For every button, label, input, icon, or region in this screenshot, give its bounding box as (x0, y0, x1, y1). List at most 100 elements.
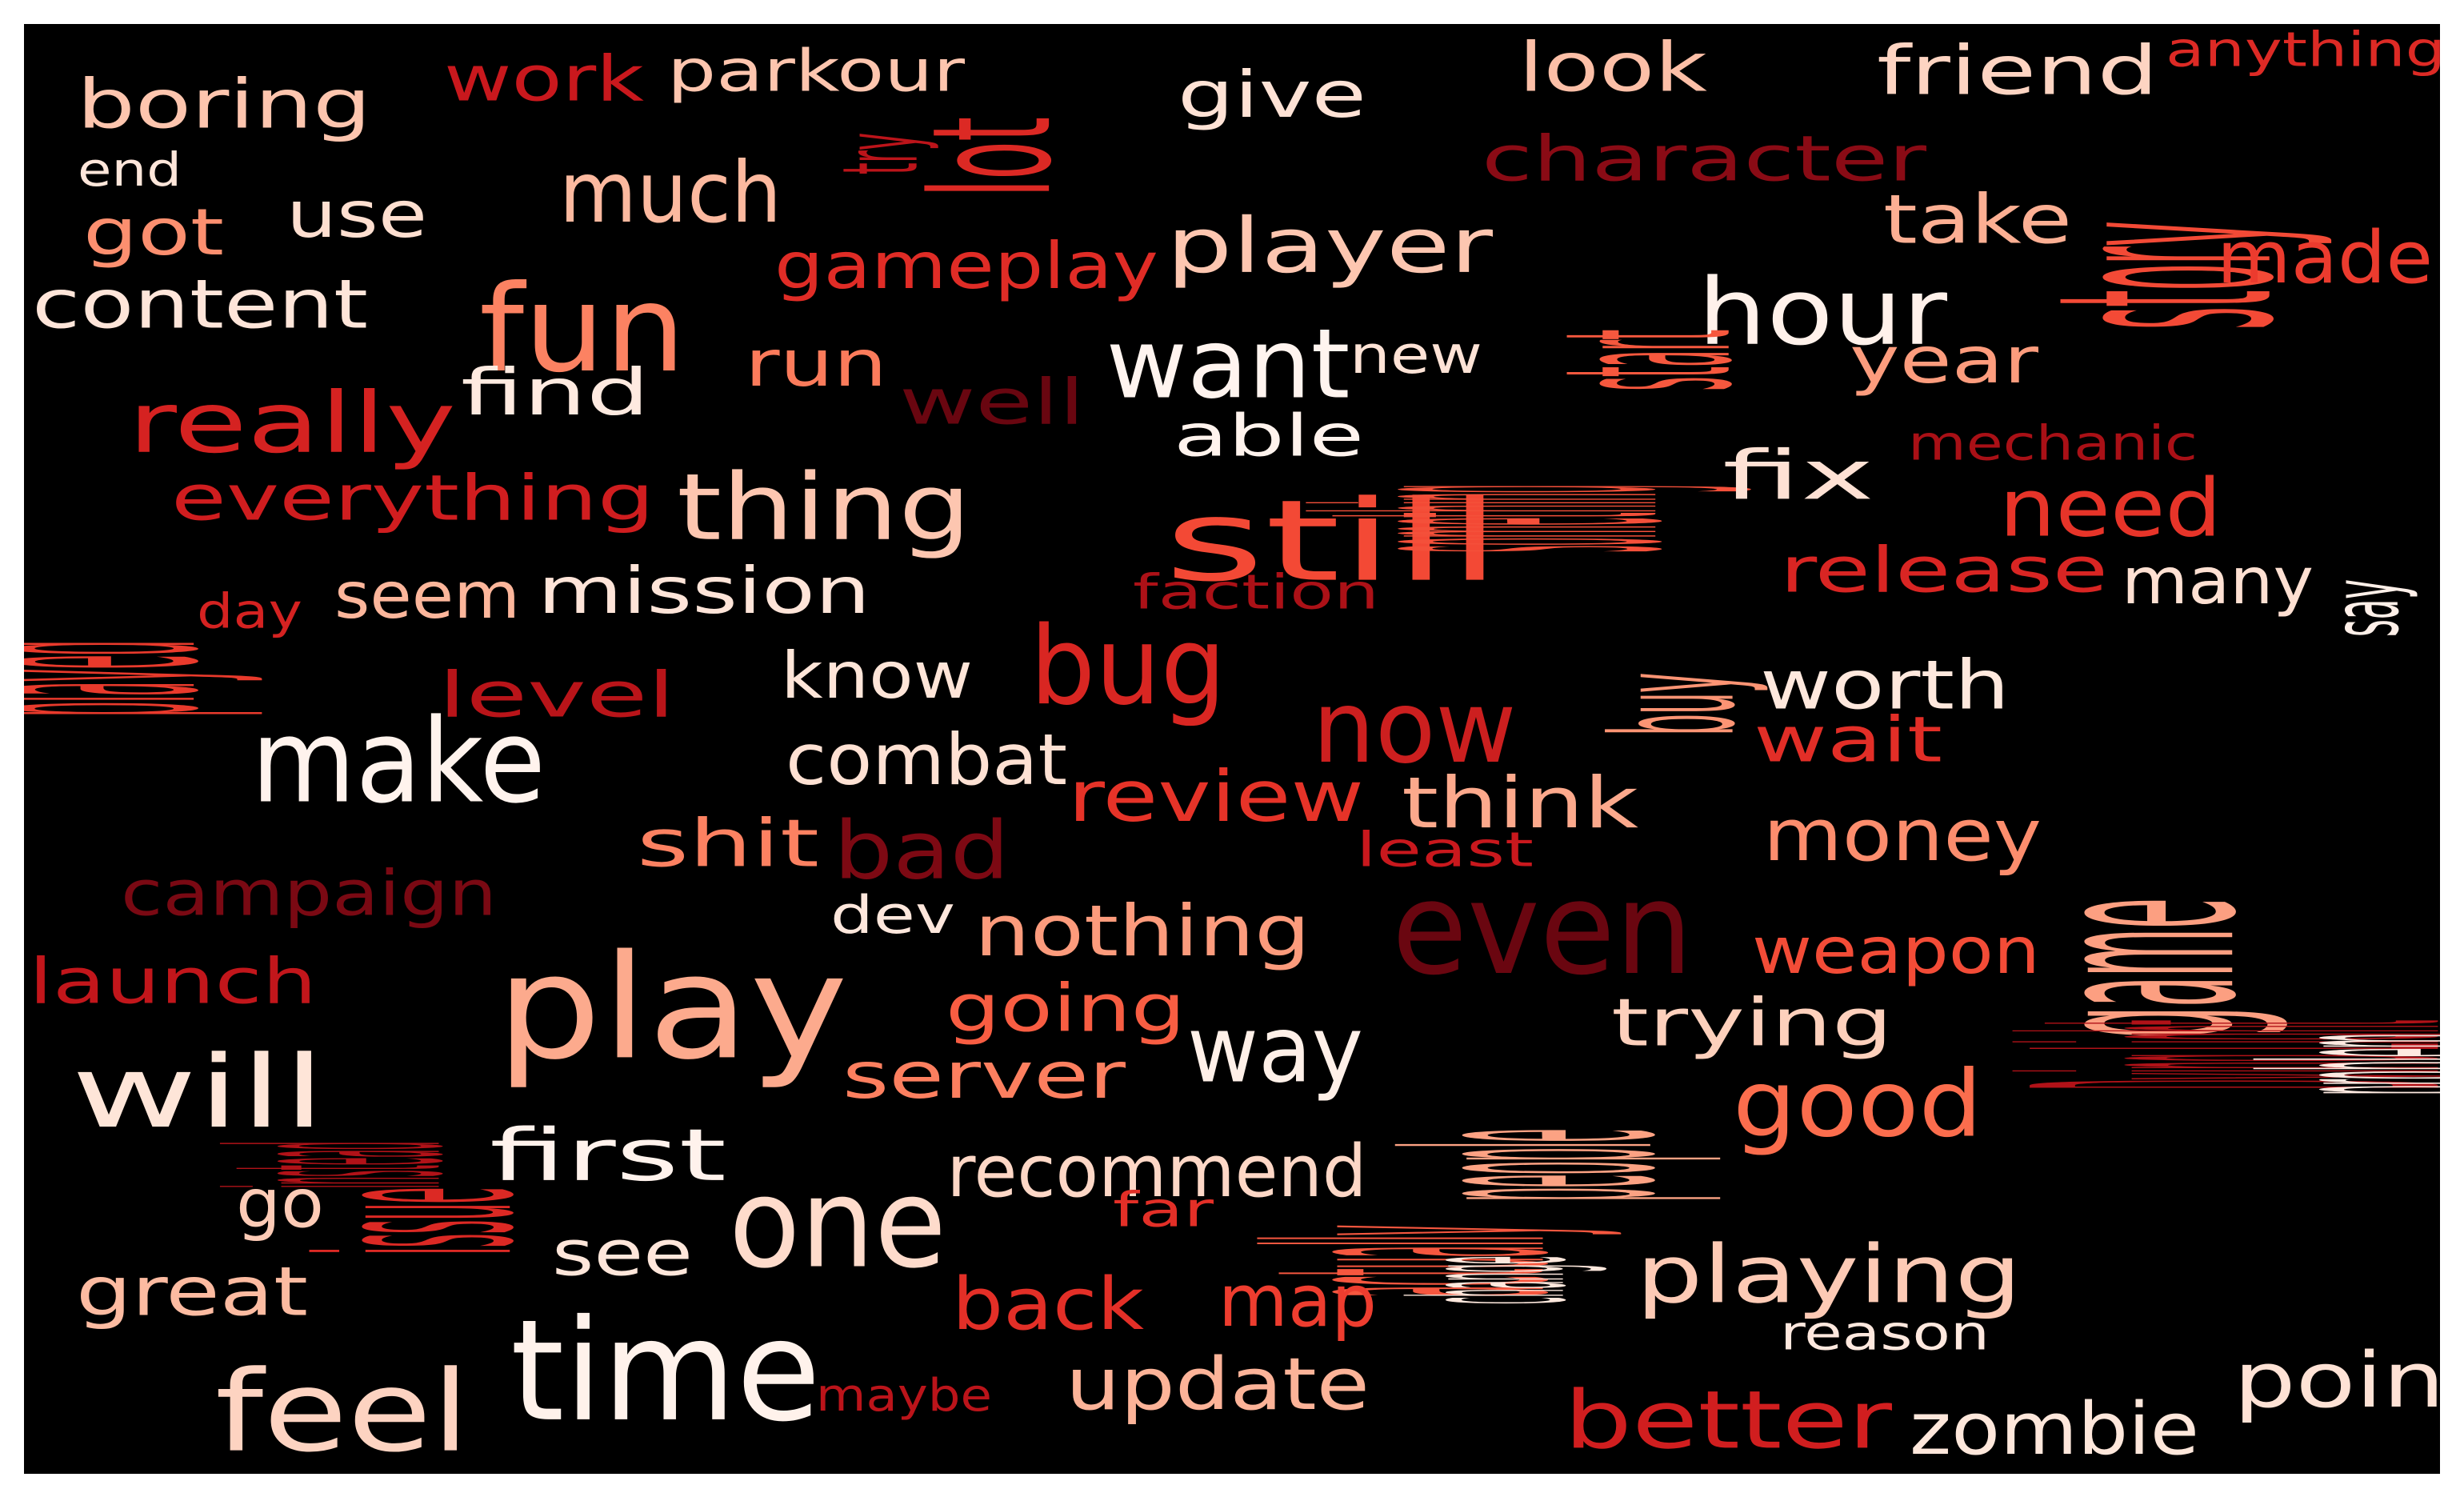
word-something: something (1228, 485, 1764, 552)
word-group: gameplaytimemakeevenonefunstillfeelbugno… (24, 24, 2440, 1474)
word-many: many (2122, 544, 2314, 618)
word-zombie: zombie (1910, 1387, 2199, 1471)
word-far: far (1113, 1183, 1214, 1239)
word-great: great (76, 1252, 308, 1331)
word-story: story (1994, 222, 2340, 330)
word-made: made (2217, 216, 2433, 300)
word-reason: reason (1780, 1306, 1990, 1362)
word-give: give (1178, 58, 1366, 132)
word-player: player (1166, 202, 1494, 290)
word-take: take (1883, 180, 2072, 259)
word-know: know (781, 638, 973, 713)
word-character: character (1482, 123, 1927, 195)
word-launch: launch (29, 946, 317, 1018)
word-friend: friend (1877, 31, 2158, 110)
word-will: will (71, 1035, 326, 1151)
word-wait: wait (1754, 704, 1942, 776)
word-even: even (1392, 854, 1693, 1003)
word-maybe: maybe (816, 1370, 992, 1422)
word-better: better (1564, 1373, 1893, 1467)
word-nothing: nothing (974, 890, 1310, 972)
word-now: now (1313, 670, 1517, 786)
word-dev: dev (830, 886, 955, 946)
word-think: think (1402, 762, 1638, 844)
word-day: day (197, 584, 302, 640)
word-money: money (1763, 794, 2042, 878)
word-need: need (1999, 461, 2222, 554)
word-really: really (128, 374, 456, 472)
word-point: point (2234, 1337, 2440, 1425)
word-one: one (729, 1151, 946, 1295)
word-play: play (496, 924, 848, 1091)
word-bug: bug (1030, 603, 1226, 729)
word-level: level (438, 659, 675, 731)
word-run: run (745, 326, 887, 401)
word-review: review (1068, 755, 1364, 838)
word-played: played (24, 641, 271, 716)
word-map: map (1218, 1259, 1377, 1343)
word-try: try (820, 133, 942, 174)
word-dying-light: Dying Light (1918, 1020, 2440, 1089)
word-want: want (1106, 310, 1350, 421)
word-thing: thing (677, 454, 971, 562)
word-end: end (78, 142, 182, 197)
word-make: make (251, 694, 546, 830)
word-seem: seem (334, 558, 520, 633)
word-year: year (1850, 323, 2038, 398)
word-update: update (1066, 1343, 1370, 1427)
word-game: game (1987, 899, 2294, 1039)
word-weapon: weapon (1752, 914, 2040, 988)
word-trying: trying (1611, 985, 1893, 1061)
word-hour: hour (1698, 259, 1948, 366)
word-cloud: gameplaytimemakeevenonefunstillfeelbugno… (24, 24, 2440, 1474)
word-feel: feel (215, 1347, 470, 1474)
word-mission: mission (538, 554, 870, 628)
word-say: say (2310, 579, 2420, 637)
word-people: people (1339, 1129, 1730, 1201)
word-least: least (1356, 823, 1534, 879)
word-buy: buy (1577, 673, 1773, 735)
word-faction: faction (1133, 565, 1379, 621)
word-able: able (1174, 402, 1364, 470)
word-got: got (83, 195, 224, 270)
word-problem: problem (2199, 1034, 2440, 1095)
word-content: content (32, 265, 368, 344)
word-change: change (1369, 1256, 1613, 1304)
word-work: work (444, 43, 644, 115)
word-back: back (952, 1263, 1144, 1347)
word-mechanic: mechanic (1908, 416, 2198, 472)
word-bad: bad (834, 803, 1010, 897)
word-going: going (946, 971, 1186, 1047)
word-well: well (899, 366, 1085, 438)
word-shit: shit (637, 806, 819, 882)
word-start: start (1515, 330, 1783, 390)
word-first: first (490, 1114, 726, 1198)
word-good: good (1733, 1051, 1982, 1159)
word-see: see (552, 1218, 693, 1290)
word-lot: lot (898, 117, 1088, 197)
word-playing: playing (1636, 1227, 2022, 1321)
word-parkour: parkour (667, 38, 966, 105)
word-campaign: campaign (121, 858, 497, 930)
word-go: go (236, 1164, 324, 1243)
word-much: much (559, 144, 782, 242)
word-fun: fun (479, 260, 686, 399)
word-actually: actually (1194, 1225, 1632, 1297)
cloud-background (24, 24, 2440, 1474)
word-still: still (1164, 477, 1502, 607)
word-way: way (1187, 997, 1363, 1104)
word-instead: instead (171, 1142, 506, 1188)
word-time: time (510, 1291, 821, 1453)
word-new: new (1350, 326, 1482, 386)
word-look: look (1518, 28, 1707, 107)
word-issue: issue (265, 1187, 572, 1255)
word-fix: fix (1722, 436, 1874, 515)
word-gameplay: gameplay (774, 229, 1158, 303)
word-server: server (842, 1039, 1126, 1113)
word-everything: everything (171, 462, 654, 534)
word-release: release (1780, 534, 2108, 606)
word-worth: worth (1760, 646, 2010, 725)
word-find: find (461, 355, 650, 430)
word-anything: anything (2166, 24, 2440, 78)
word-recommend: recommend (947, 1130, 1367, 1214)
